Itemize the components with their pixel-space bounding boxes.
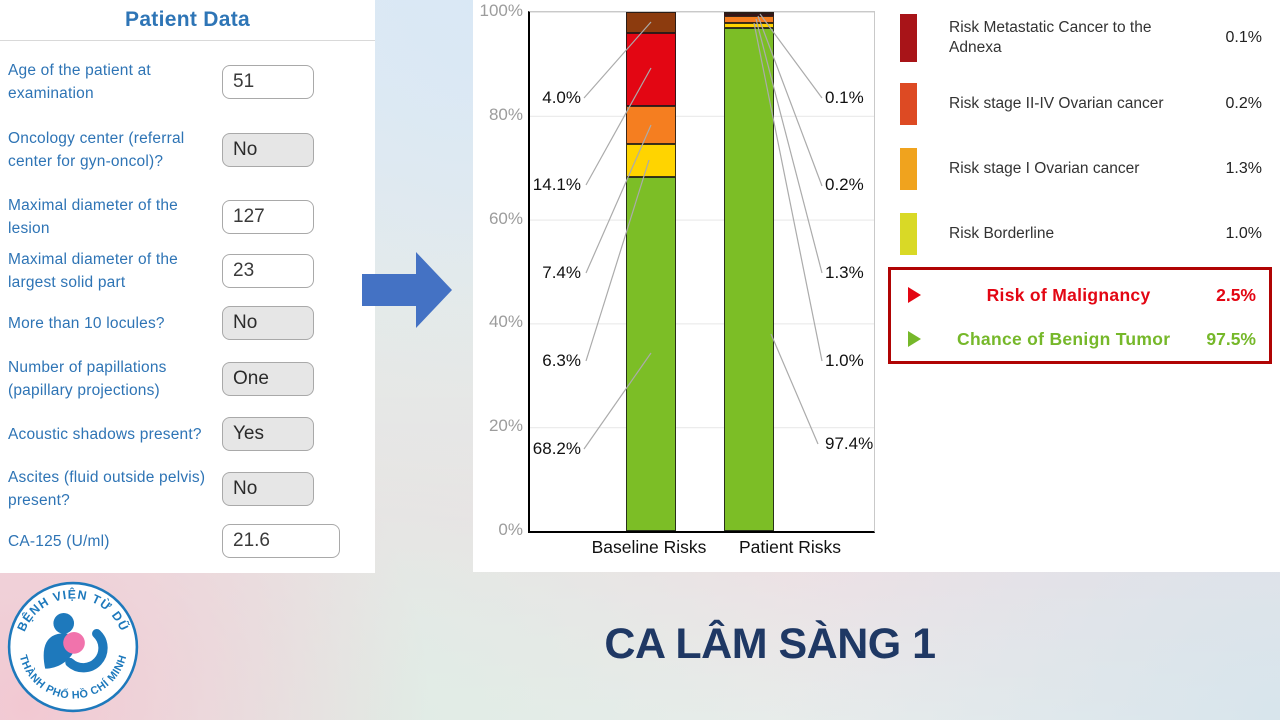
data-label: 6.3%	[542, 351, 581, 370]
divider	[0, 40, 375, 41]
field-label: Maximal diameter of the largest solid pa…	[8, 251, 178, 291]
data-label: 97.4%	[825, 434, 874, 453]
bar-segment	[724, 27, 774, 531]
legend-label: Risk stage I Ovarian cancer	[949, 160, 1140, 177]
triangle-icon	[908, 287, 921, 303]
y-axis-tick: 20%	[488, 416, 523, 435]
bar-segment	[724, 12, 774, 14]
legend-item: Risk stage I Ovarian cancer 1.3%	[900, 145, 1262, 193]
legend-label: Risk Borderline	[949, 225, 1055, 242]
data-label: 14.1%	[532, 175, 581, 194]
triangle-icon	[908, 331, 921, 347]
summary-value: 2.5%	[1216, 284, 1256, 305]
bar-segment	[724, 16, 774, 23]
summary-row: Risk of Malignancy 2.5%	[891, 273, 1269, 317]
form-row: CA-125 (U/ml)	[8, 515, 368, 567]
form-row: Age of the patient at examination	[8, 56, 368, 108]
data-label: 0.2%	[825, 175, 864, 194]
legend-value: 0.1%	[1225, 29, 1262, 46]
y-axis-tick: 40%	[488, 312, 523, 331]
legend-item: Risk Metastatic Cancer to the Adnexa 0.1…	[900, 8, 1262, 68]
bar-segment	[626, 144, 676, 178]
legend-value: 1.3%	[1225, 160, 1262, 177]
legend-swatch	[900, 213, 917, 255]
field-label: Acoustic shadows present?	[8, 425, 202, 443]
acoustic-shadows-select[interactable]: Yes	[222, 417, 314, 451]
x-axis-label-baseline: Baseline Risks	[591, 537, 707, 557]
locules-select[interactable]: No	[222, 306, 314, 340]
y-axis-tick: 0%	[498, 520, 523, 539]
slide-title: CA LÂM SÀNG 1	[604, 620, 936, 668]
summary-row: Chance of Benign Tumor 97.5%	[891, 317, 1269, 361]
legend-swatch	[900, 83, 917, 125]
ca125-field[interactable]	[222, 524, 340, 558]
bar-segment	[626, 105, 676, 145]
data-label: 1.0%	[825, 351, 864, 370]
legend-label: Risk stage II-IV Ovarian cancer	[949, 95, 1164, 112]
form-row: Number of papillations (papillary projec…	[8, 353, 368, 405]
data-label: 7.4%	[542, 263, 581, 282]
bar-segment	[626, 12, 676, 33]
legend-item: Risk Borderline 1.0%	[900, 210, 1262, 258]
mother-child-emblem	[43, 612, 108, 673]
age-field[interactable]	[222, 65, 314, 99]
field-label: CA-125 (U/ml)	[8, 532, 110, 550]
legend-item: Risk stage II-IV Ovarian cancer 0.2%	[900, 80, 1262, 128]
summary-label: Chance of Benign Tumor	[957, 328, 1171, 349]
form-row: Oncology center (referral center for gyn…	[8, 108, 368, 192]
panel-title: Patient Data	[125, 8, 250, 31]
form-row: Maximal diameter of the largest solid pa…	[8, 246, 368, 296]
patient-data-panel: Patient Data Age of the patient at exami…	[0, 0, 375, 573]
legend-value: 1.0%	[1225, 225, 1262, 242]
x-axis-label-patient: Patient Risks	[738, 537, 842, 557]
legend-label: Risk Metastatic Cancer to the Adnexa	[949, 19, 1152, 56]
form-row: More than 10 locules? No	[8, 297, 368, 349]
field-label: Maximal diameter of the lesion	[8, 197, 178, 237]
field-label: Ascites (fluid outside pelvis) present?	[8, 469, 206, 509]
patient-risks-bar	[724, 12, 774, 531]
summary-value: 97.5%	[1206, 328, 1256, 349]
papillations-select[interactable]: One	[222, 362, 314, 396]
y-axis-tick: 80%	[488, 105, 523, 124]
summary-label: Risk of Malignancy	[986, 284, 1151, 305]
lesion-diameter-field[interactable]	[222, 200, 314, 234]
field-label: Oncology center (referral center for gyn…	[8, 130, 185, 170]
solid-part-diameter-field[interactable]	[222, 254, 314, 288]
legend-swatch	[900, 14, 917, 62]
legend-swatch	[900, 148, 917, 190]
data-label: 1.3%	[825, 263, 864, 282]
form-row: Maximal diameter of the lesion	[8, 192, 368, 242]
field-label: More than 10 locules?	[8, 314, 165, 332]
oncology-center-select[interactable]: No	[222, 133, 314, 167]
legend-value: 0.2%	[1225, 95, 1262, 112]
results-panel: 100% 80% 60% 40% 20% 0% Baseline Risks P…	[473, 0, 1280, 572]
bar-segment	[626, 177, 676, 531]
hospital-logo: BỆNH VIỆN TỪ DŨ THÀNH PHỐ HỒ CHÍ MINH	[7, 581, 139, 713]
right-arrow-shape	[362, 252, 452, 328]
ascites-select[interactable]: No	[222, 472, 314, 506]
form-row: Ascites (fluid outside pelvis) present? …	[8, 463, 368, 515]
data-label: 68.2%	[532, 439, 581, 458]
malignancy-summary-box: Risk of Malignancy 2.5% Chance of Benign…	[888, 267, 1272, 364]
y-axis-tick: 100%	[479, 1, 523, 20]
field-label: Age of the patient at examination	[8, 62, 151, 102]
field-label: Number of papillations (papillary projec…	[8, 359, 167, 399]
data-label: 0.1%	[825, 88, 864, 107]
y-axis-tick: 60%	[488, 209, 523, 228]
bar-segment	[626, 32, 676, 106]
baseline-risks-bar	[626, 12, 676, 531]
data-label: 4.0%	[542, 88, 581, 107]
form-row: Acoustic shadows present? Yes	[8, 408, 368, 460]
